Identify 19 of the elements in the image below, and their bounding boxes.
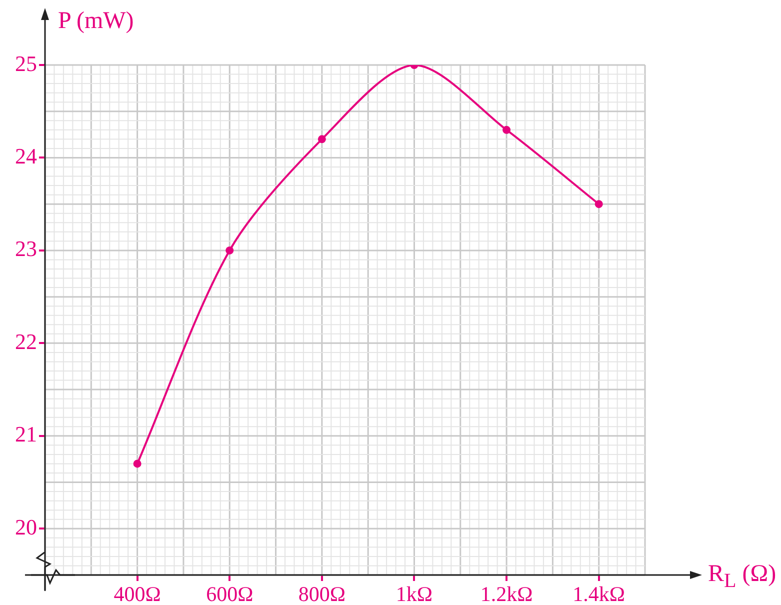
x-tick-label: 1.2kΩ bbox=[480, 582, 533, 605]
x-tick-label: 600Ω bbox=[206, 582, 254, 605]
y-tick-label: 24 bbox=[15, 144, 37, 169]
point bbox=[594, 200, 603, 208]
y-tick-label: 23 bbox=[15, 236, 37, 262]
point bbox=[226, 246, 234, 254]
point bbox=[502, 126, 511, 134]
y-tick-label: 21 bbox=[15, 422, 37, 447]
x-tick-label: 800Ω bbox=[298, 582, 346, 605]
x-axis-title: R$_{L}$ (Ω) bbox=[708, 561, 776, 593]
x-tick-label: 1kΩ bbox=[396, 582, 433, 605]
x-tick-label: 1.4kΩ bbox=[572, 582, 626, 605]
x-tick-label: 400Ω bbox=[114, 582, 161, 605]
y-axis-title: P (mW) bbox=[58, 8, 134, 35]
y-tick-label: 20 bbox=[15, 514, 37, 540]
y-tick-label: 25 bbox=[15, 50, 37, 76]
y-tick-label: 22 bbox=[15, 328, 37, 354]
point bbox=[133, 460, 142, 468]
point bbox=[318, 135, 326, 144]
